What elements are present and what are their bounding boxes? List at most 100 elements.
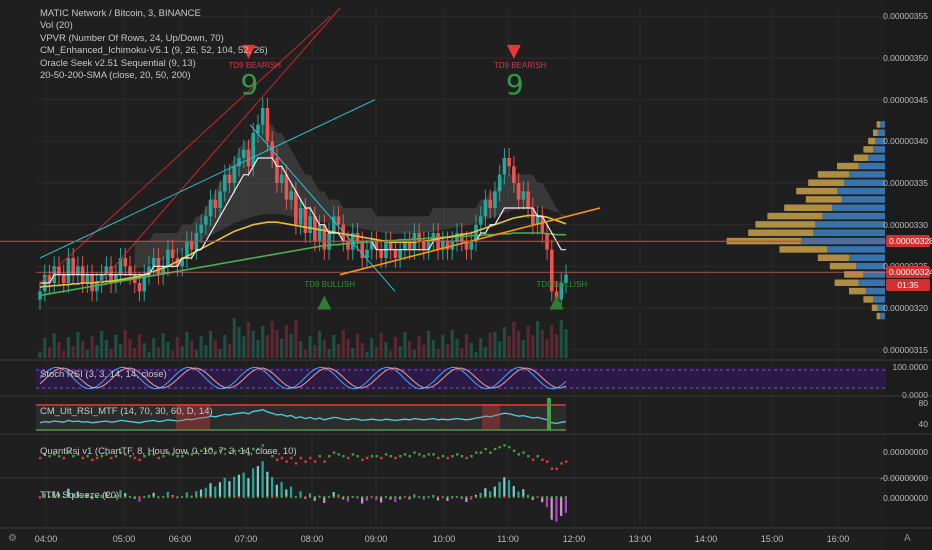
indicator-vol[interactable]: Vol (20) [40,20,73,32]
indicator-sma[interactable]: 20-50-200-SMA (close, 20, 50, 200) [40,70,191,82]
ttm-squeeze-dot [261,495,264,499]
indicator-vpvr[interactable]: VPVR (Number Of Rows, 24, Up/Down, 70) [40,32,224,44]
quant-rsi-dot [384,453,388,456]
price-tick-label: 0.00000315 [883,344,928,355]
quant-rsi-dot [351,453,355,456]
quant-rsi-dot [204,449,208,452]
auto-icon[interactable]: A [904,533,911,544]
indicator-ichimoku[interactable]: CM_Enhanced_Ichimoku-V5.1 (9, 26, 52, 10… [40,45,268,57]
gear-icon[interactable]: ⚙ [8,533,17,544]
ttm-squeeze-dot [451,495,454,499]
pane-title-stoch-rsi[interactable]: Stoch RSI (3, 3, 14, 14, close) [40,369,167,380]
ttm-squeeze-dot [237,495,241,499]
ttm-histogram-bar [398,497,402,500]
candle-body [251,133,256,167]
volume-profile-down [755,221,816,228]
td9-count-label: 9 [505,67,524,101]
ult-rsi-signal-bar [547,398,551,430]
quant-rsi-dot [408,455,412,458]
candle-body [393,249,398,258]
volume-bar [208,331,213,358]
volume-bar [114,335,118,358]
ttm-squeeze-dot [536,495,539,499]
candle-body [455,233,459,242]
candle-body [332,216,336,233]
ttm-squeeze-dot [370,495,373,499]
quant-rsi-dot [143,455,146,458]
candle-body [151,258,156,267]
quant-rsi-dot [195,451,198,454]
ttm-squeeze-dot [166,495,170,499]
td9-bullish-arrow [317,295,332,310]
candle-body [180,258,184,267]
ttm-squeeze-dot [564,495,568,499]
quant-rsi-dot [242,449,246,452]
ttm-squeeze-dot [399,495,402,499]
ttm-squeeze-dot [185,495,189,499]
candle-body [161,266,166,275]
volume-profile-down [805,196,842,203]
quant-rsi-dot [380,456,383,460]
ttm-squeeze-dot [252,495,255,499]
pane-title-quant-rsi[interactable]: QuantRsi v1 (ChartTF, 8, Hour, low, 0, 1… [40,446,297,457]
volume-bar [109,349,113,358]
candle-body [66,258,71,283]
volume-bar [521,340,525,358]
volume-bar [550,325,554,358]
volume-bar [559,320,563,358]
ttm-histogram-bar [337,494,340,497]
sma-200-line [39,232,566,297]
quant-rsi-dot [313,460,317,463]
volume-profile-up [877,304,885,311]
candle-body [166,249,170,267]
volume-bar [436,349,440,358]
quant-rsi-dot [465,456,468,460]
volume-bar [280,339,284,358]
candle-body [57,266,61,275]
quant-rsi-dot [252,447,255,451]
quant-rsi-dot [527,455,530,458]
candle-body [507,158,511,167]
time-tick-label: 15:00 [760,534,784,544]
volume-bar [246,322,251,358]
ttm-squeeze-dot [114,495,117,499]
candle-body [294,191,298,225]
quant-rsi-dot [361,458,364,461]
ttm-squeeze-dot [91,495,94,499]
ttm-squeeze-dot [294,495,297,499]
indicator-oracle[interactable]: Oracle Seek v2.51 Sequential (9, 13) [40,57,196,69]
ttm-squeeze-dot [256,495,260,499]
quant-rsi-dot [403,453,407,456]
quant-rsi-dot [560,462,563,465]
volume-bar [422,345,426,358]
time-tick-label: 10:00 [432,534,456,544]
candle-body [218,191,222,208]
ttm-squeeze-dot [441,495,444,499]
quant-rsi-dot [531,458,535,461]
candle-body [303,208,308,233]
ttm-histogram-bar [503,477,506,497]
pane-title-ttm-squeeze[interactable]: TTM Squeeze (20) [40,490,120,501]
volume-bar [493,332,497,358]
ult-rsi-line [39,408,567,425]
quant-tick-neg: -0.00000000 [880,473,928,483]
ttm-squeeze-dot [171,495,174,499]
candle-body [526,191,530,208]
volume-bar [336,344,341,358]
candle-body [426,241,431,250]
stoch-tick-0: 0.0000 [902,390,928,400]
candle-body [142,274,147,292]
ttm-squeeze-dot [105,495,108,499]
volume-bar [464,334,469,358]
ttm-histogram-bar [346,497,350,502]
candle-body [365,249,369,258]
ttm-histogram-bar [308,493,312,497]
volume-profile-down [829,262,857,270]
chart-legend: MATIC Network / Bitcoin, 3, BINANCE Vol … [40,8,268,82]
pane-title-ult-rsi[interactable]: CM_Ult_RSI_MTF (14, 70, 30, 60, D, 14) [40,406,213,417]
td9-bearish-label: TD9 BEARISH [493,60,547,70]
volume-profile-up [858,162,885,170]
ttm-histogram-bar [166,491,169,497]
volume-bar [232,318,236,358]
